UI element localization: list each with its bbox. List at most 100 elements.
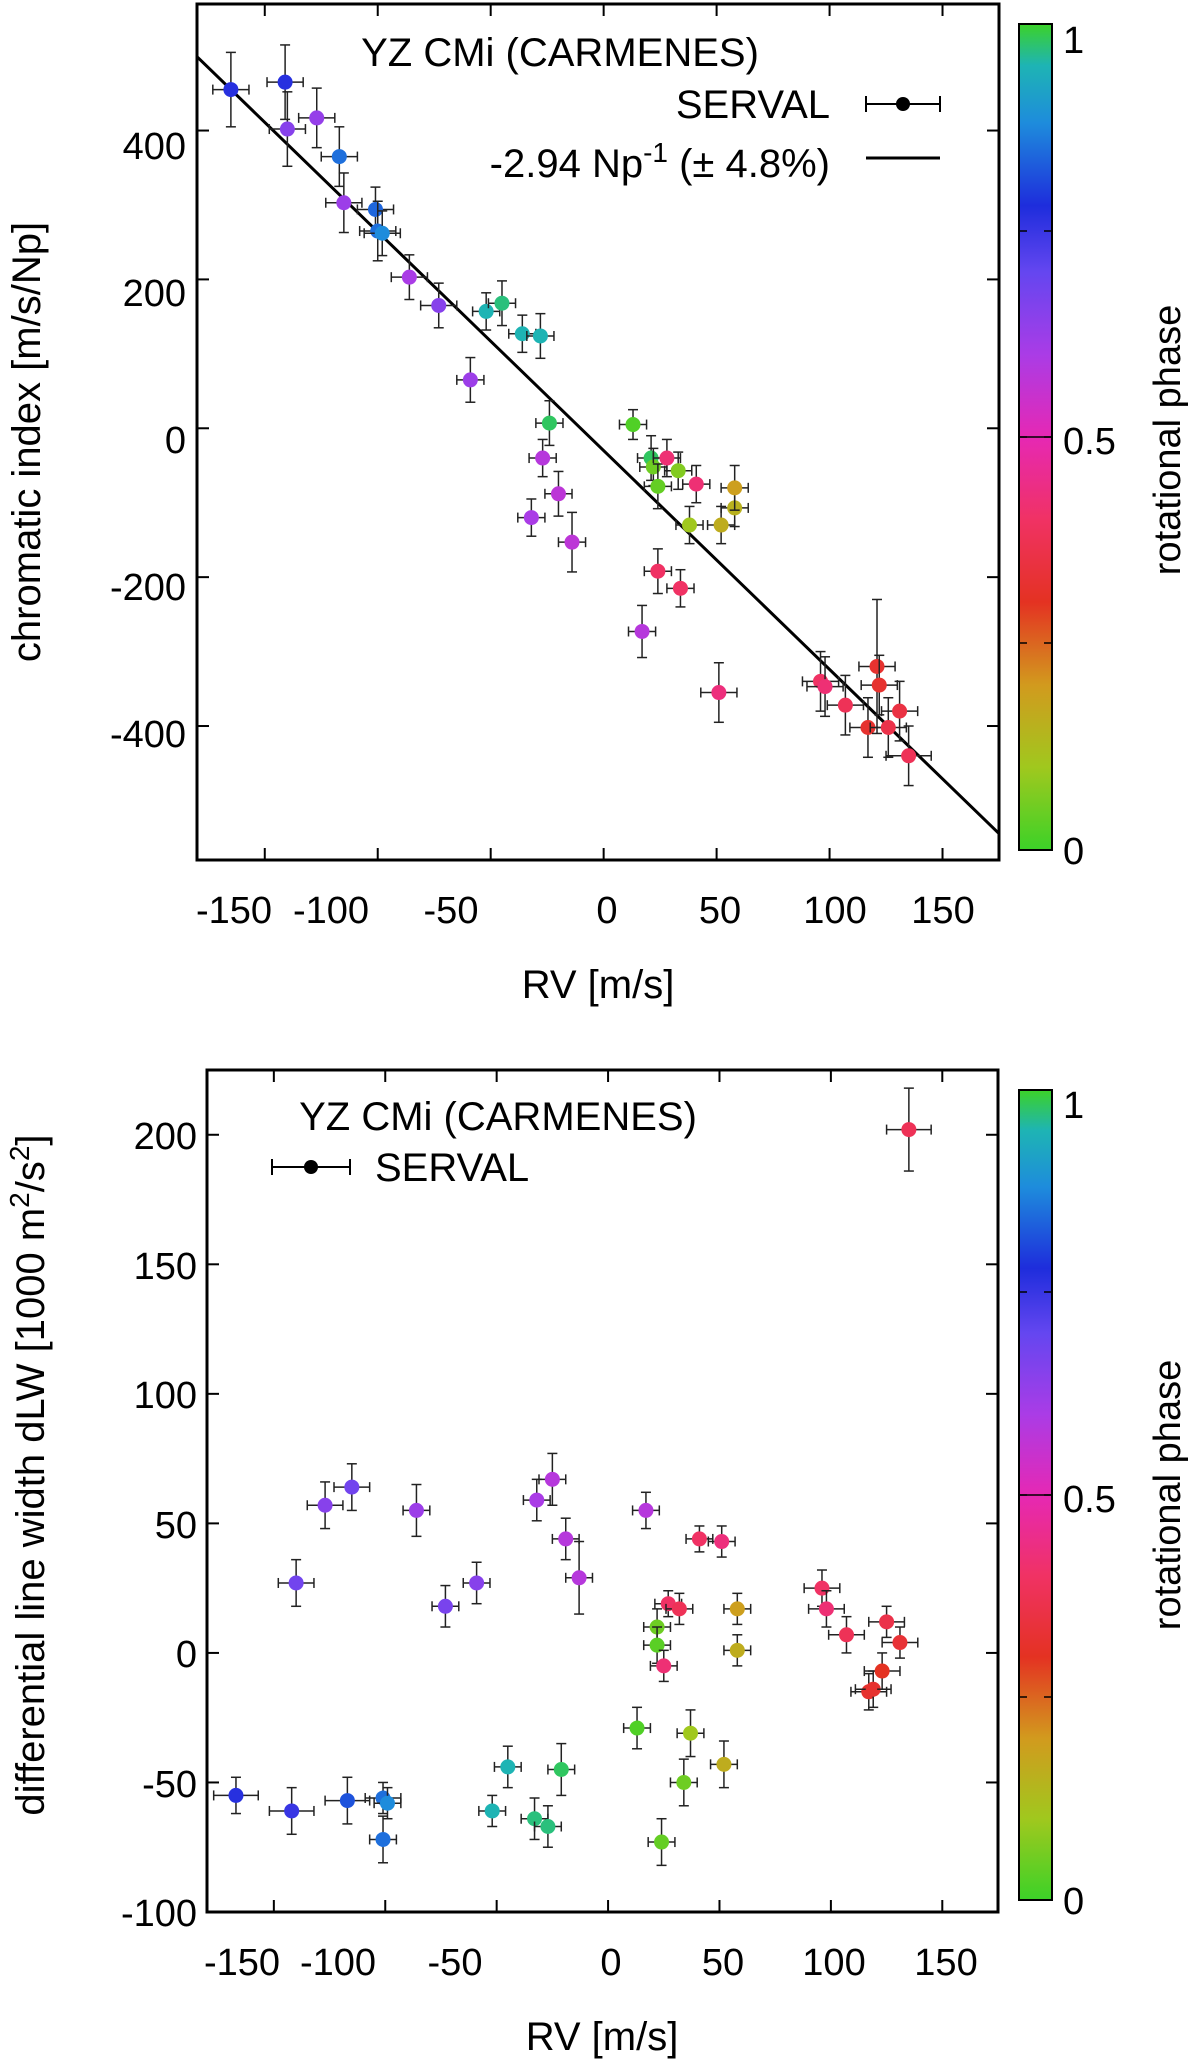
bottom-point-marker — [500, 1759, 516, 1775]
top-point-marker — [462, 372, 478, 388]
panel-chromatic-index: -150 -100 -50 0 50 100 150 -400 -200 0 2… — [5, 2, 1189, 1007]
top-x-tick-label: 0 — [596, 890, 617, 932]
top-point-marker — [535, 450, 551, 466]
bottom-data-point — [631, 1491, 661, 1530]
top-colorbar: 1 0.5 0 rotational phase — [1018, 20, 1189, 873]
top-x-tick-label: 50 — [699, 890, 741, 932]
top-point-marker — [817, 679, 833, 695]
top-data-point — [681, 464, 711, 504]
top-data-point — [627, 604, 657, 659]
top-point-marker — [869, 658, 885, 674]
top-data-marks — [197, 4, 999, 860]
bottom-point-marker — [654, 1834, 670, 1850]
bottom-x-tick-label: 0 — [600, 1942, 621, 1984]
top-data-point — [320, 126, 359, 188]
bottom-data-point — [647, 1817, 676, 1867]
top-data-point — [675, 505, 704, 545]
bottom-point-marker — [865, 1681, 881, 1697]
bottom-data-point — [649, 1649, 678, 1683]
top-point-marker — [431, 297, 447, 313]
top-fit-line — [197, 55, 999, 835]
panel-differential-line-width: -150 -100 -50 0 50 100 150 -100 -50 0 50… — [4, 1068, 1189, 2059]
bottom-point-marker — [408, 1502, 424, 1518]
top-data-point — [880, 680, 919, 742]
bottom-data-point — [551, 1517, 580, 1561]
bottom-data-point — [478, 1794, 507, 1828]
bottom-y-tick-label: 200 — [134, 1116, 197, 1158]
ylabel-mid: /s — [9, 1161, 53, 1192]
bottom-data-point — [564, 1540, 594, 1615]
top-point-marker — [837, 697, 853, 713]
top-point-marker — [860, 720, 876, 736]
bottom-point-marker — [484, 1803, 500, 1819]
top-data-point — [508, 314, 537, 354]
top-point-marker — [892, 703, 908, 719]
fit-exponent: -1 — [643, 137, 668, 168]
bottom-point-marker — [729, 1601, 745, 1617]
top-data-point — [325, 172, 363, 234]
bottom-y-tick-labels: -100 -50 0 50 100 150 200 — [121, 1116, 197, 1935]
bottom-point-marker — [716, 1756, 732, 1772]
top-data-point — [390, 254, 429, 301]
top-point-marker — [727, 480, 743, 496]
bottom-x-tick-label: 50 — [702, 1942, 744, 1984]
fit-slope: -2.94 Np — [490, 142, 643, 186]
bottom-point-marker — [527, 1811, 543, 1827]
top-legend: YZ CMi (CARMENES) SERVAL -2.94 Np-1 (± 4… — [361, 31, 941, 186]
bottom-point-marker — [818, 1601, 834, 1617]
bottom-point-marker — [660, 1596, 676, 1612]
top-x-tick-label: -150 — [196, 890, 272, 932]
bottom-data-point — [493, 1745, 522, 1789]
top-point-marker — [659, 450, 675, 466]
top-point-marker — [550, 486, 566, 502]
bottom-point-marker — [469, 1575, 485, 1591]
top-legend-title: YZ CMi (CARMENES) — [361, 31, 759, 75]
bottom-data-point — [538, 1452, 567, 1506]
bottom-point-marker — [284, 1803, 300, 1819]
bottom-point-marker — [892, 1635, 908, 1651]
top-plot-frame — [195, 2, 1001, 862]
bottom-point-marker — [317, 1497, 333, 1513]
bottom-data-point — [402, 1483, 431, 1538]
bottom-x-tick-label: -50 — [428, 1942, 483, 1984]
bottom-point-marker — [228, 1787, 244, 1803]
bottom-data-point — [723, 1592, 752, 1626]
top-point-marker — [901, 748, 917, 764]
top-point-marker — [880, 720, 896, 736]
top-legend-serval-marker — [865, 96, 941, 112]
bottom-data-point — [685, 1525, 714, 1553]
bottom-data-point — [709, 1740, 739, 1789]
bottom-x-tick-label: -100 — [300, 1942, 376, 1984]
bottom-data-point — [863, 1652, 901, 1690]
bottom-point-marker — [649, 1637, 665, 1653]
top-point-marker — [711, 685, 727, 701]
bottom-data-point — [277, 1558, 315, 1608]
bottom-legend-title: YZ CMi (CARMENES) — [299, 1095, 697, 1139]
bottom-point-marker — [638, 1502, 654, 1518]
bottom-point-marker — [629, 1720, 645, 1736]
bottom-plot-frame — [205, 1068, 1000, 1914]
fit-uncertainty: (± 4.8%) — [679, 142, 830, 186]
bottom-point-marker — [553, 1762, 569, 1778]
bottom-x-tick-label: 100 — [802, 1942, 865, 1984]
top-point-marker — [309, 110, 325, 126]
top-x-tick-labels: -150 -100 -50 0 50 100 150 — [196, 890, 975, 932]
top-data-point — [268, 91, 307, 168]
bottom-point-marker — [838, 1627, 854, 1643]
top-legend-serval-label: SERVAL — [676, 83, 830, 127]
top-point-marker — [650, 563, 666, 579]
top-x-tick-label: -100 — [293, 890, 369, 932]
top-data-point — [720, 464, 749, 511]
bottom-point-marker — [729, 1642, 745, 1658]
bottom-data-point — [881, 1626, 919, 1659]
top-point-marker — [279, 121, 295, 137]
bottom-point-marker — [671, 1601, 687, 1617]
bottom-point-marker — [879, 1614, 895, 1630]
bottom-point-marker — [544, 1471, 560, 1487]
top-data-point — [517, 498, 546, 537]
top-y-tick-label: -200 — [110, 567, 186, 609]
bottom-y-axis-label: differential line width dLW [1000 m2/s2] — [4, 1134, 53, 1815]
bottom-data-point — [520, 1797, 549, 1841]
top-data-point — [663, 451, 693, 491]
top-point-marker — [374, 225, 390, 241]
